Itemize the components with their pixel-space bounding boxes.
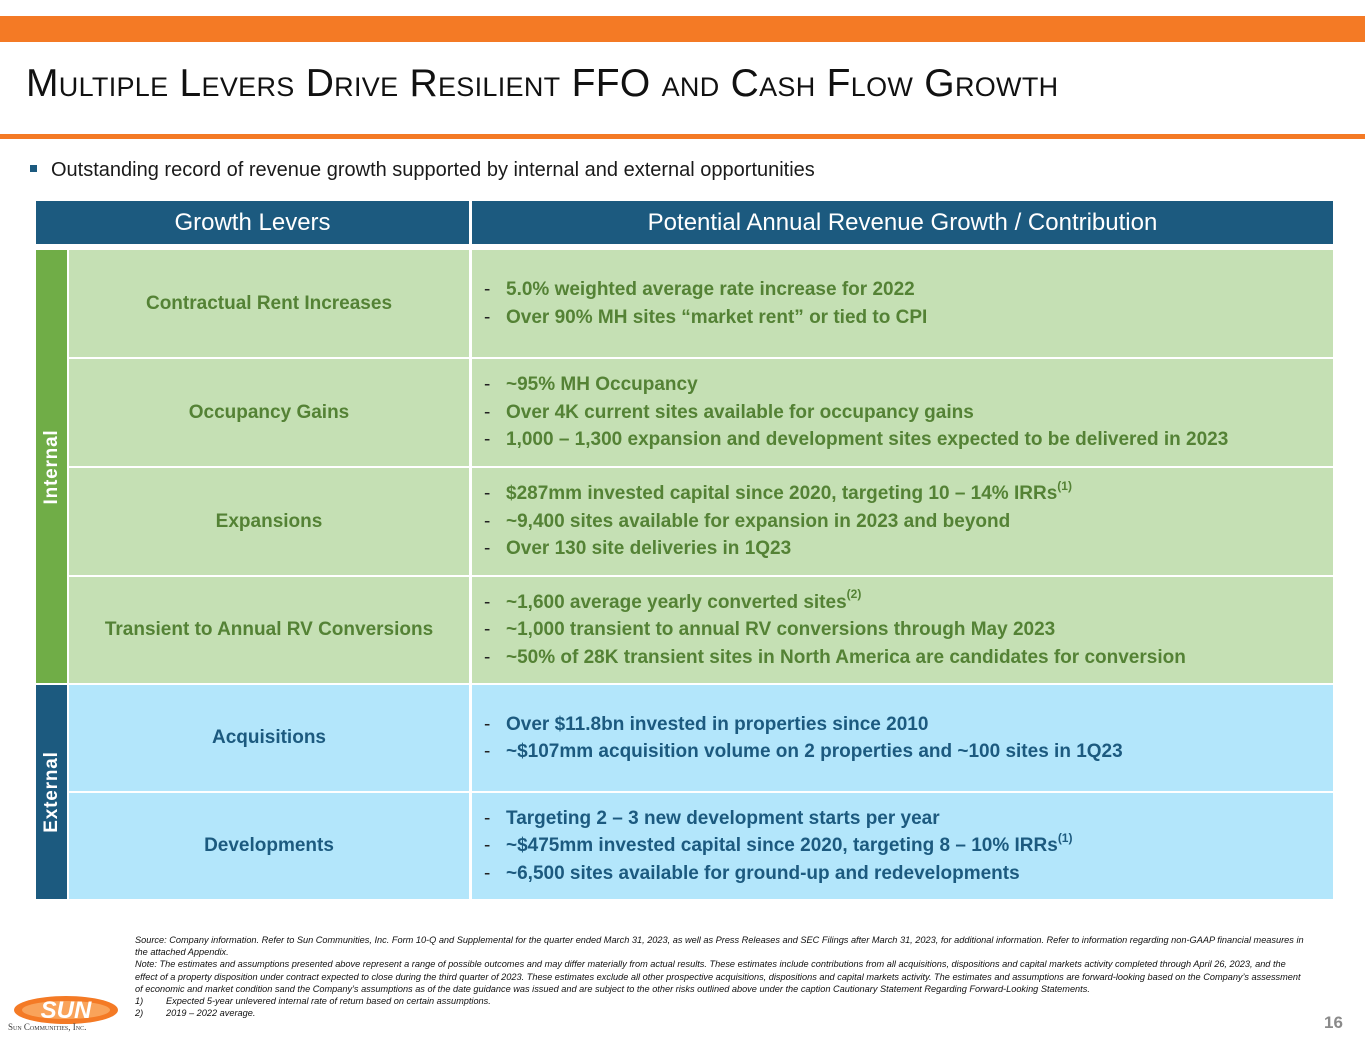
detail-occupancy-gains: - ~95% MH Occupancy - Over 4K current site… xyxy=(472,359,1333,466)
detail-item: - Over 4K current sites available for occ… xyxy=(472,399,1333,427)
dash: - xyxy=(484,835,491,857)
detail-acquisitions: - Over $11.8bn invested in properties sin… xyxy=(472,685,1333,791)
page-title: Multiple Levers Drive Resilient FFO and … xyxy=(26,62,1059,105)
detail-text: ~6,500 sites available for ground-up and… xyxy=(506,862,1020,884)
title-divider xyxy=(0,134,1365,139)
detail-text: 1,000 – 1,300 expansion and development … xyxy=(506,429,1229,451)
detail-text: Over 130 site deliveries in 1Q23 xyxy=(506,538,792,560)
footnote-item: 1) Expected 5-year unlevered internal rat… xyxy=(135,995,1310,1007)
footnote-number: 2) xyxy=(135,1008,144,1019)
detail-item: - ~1,000 transient to annual RV conversio… xyxy=(472,616,1333,644)
dash: - xyxy=(484,713,491,735)
intro-bullet: Outstanding record of revenue growth sup… xyxy=(30,159,815,182)
footnote-number: 1) xyxy=(135,996,144,1007)
group-label-internal-text: Internal xyxy=(40,428,62,505)
detail-text: ~$107mm acquisition volume on 2 properti… xyxy=(506,741,1123,762)
source-note: Source: Company information. Refer to Su… xyxy=(135,935,1304,958)
detail-item: -5.0% weighted average rate increase for… xyxy=(472,276,1333,304)
dash: - xyxy=(484,510,491,532)
page-number: 16 xyxy=(1324,1013,1343,1032)
detail-item: - ~9,400 sites available for expansion in… xyxy=(472,508,1333,536)
square-bullet-icon xyxy=(30,165,37,172)
disclaimer-note: Note: The estimates and assumptions pres… xyxy=(135,959,1301,994)
detail-item: - Targeting 2 – 3 new development starts … xyxy=(472,805,1333,833)
dash: - xyxy=(484,279,491,300)
footnote-text: 2019 – 2022 average. xyxy=(166,1008,256,1019)
detail-developments: - Targeting 2 – 3 new development starts … xyxy=(472,793,1333,899)
detail-expansions: - $287mm invested capital since 2020, tar… xyxy=(472,468,1333,575)
footnote-ref: (2) xyxy=(846,587,862,602)
footnote-ref: (1) xyxy=(1057,478,1072,493)
detail-rv-conversions: - ~1,600 average yearly converted sites(2… xyxy=(472,577,1333,683)
dash: - xyxy=(484,646,491,668)
lever-developments: Developments xyxy=(69,793,469,899)
dash: - xyxy=(484,538,491,560)
logo-wordmark: Sun Communities, Inc. xyxy=(8,1022,87,1032)
dash: - xyxy=(484,862,491,884)
dash: - xyxy=(484,374,491,396)
detail-item: - Over 90% MH sites “market rent” or tied… xyxy=(472,304,1333,332)
group-label-internal: Internal xyxy=(36,250,67,683)
detail-item: - ~50% of 28K transient sites in North Am… xyxy=(472,644,1333,672)
dash: - xyxy=(484,807,491,829)
lever-occupancy-gains: Occupancy Gains xyxy=(69,359,469,466)
detail-text: ~1,000 transient to annual RV conversion… xyxy=(506,619,1056,641)
detail-item: - ~$475mm invested capital since 2020, ta… xyxy=(472,832,1333,860)
dash: - xyxy=(484,306,491,328)
sun-logo-icon: SUN xyxy=(14,996,118,1024)
detail-item: - ~$107mm acquisition volume on 2 propert… xyxy=(472,738,1333,766)
detail-text: ~50% of 28K transient sites in North Ame… xyxy=(506,646,1186,668)
detail-item: - ~1,600 average yearly converted sites(2… xyxy=(472,587,1333,617)
detail-text: ~$475mm invested capital since 2020, tar… xyxy=(506,835,1058,857)
detail-text: 5.0% weighted average rate increase for … xyxy=(506,279,915,300)
detail-item: - $287mm invested capital since 2020, tar… xyxy=(472,480,1333,508)
detail-item: -1,000 – 1,300 expansion and development… xyxy=(472,426,1333,454)
detail-item: - ~6,500 sites available for ground-up an… xyxy=(472,860,1333,888)
top-accent-bar xyxy=(0,16,1365,42)
lever-contractual-rent: Contractual Rent Increases xyxy=(69,250,469,357)
dash: - xyxy=(484,429,491,451)
footnote-item: 2) 2019 – 2022 average. xyxy=(135,1007,1310,1019)
detail-text: ~1,600 average yearly converted sites xyxy=(506,591,847,613)
detail-item: - Over $11.8bn invested in properties sin… xyxy=(472,711,1333,739)
footnote-text: Expected 5-year unlevered internal rate … xyxy=(166,996,491,1007)
detail-item: - Over 130 site deliveries in 1Q23 xyxy=(472,535,1333,563)
dash: - xyxy=(484,741,491,762)
dash: - xyxy=(484,483,491,505)
header-growth-levers: Growth Levers xyxy=(36,201,469,244)
dash: - xyxy=(484,591,491,613)
footnote-ref: (1) xyxy=(1057,830,1073,845)
detail-text: Over 90% MH sites “market rent” or tied … xyxy=(506,306,928,328)
footnotes: Source: Company information. Refer to Su… xyxy=(135,934,1310,1019)
detail-text: Over 4K current sites available for occu… xyxy=(506,401,974,423)
dash: - xyxy=(484,401,491,423)
dash: - xyxy=(484,619,491,641)
lever-rv-conversions: Transient to Annual RV Conversions xyxy=(69,577,469,683)
lever-expansions: Expansions xyxy=(69,468,469,575)
logo-mark: SUN xyxy=(41,997,92,1024)
intro-bullet-text: Outstanding record of revenue growth sup… xyxy=(51,159,815,181)
detail-text: Targeting 2 – 3 new development starts p… xyxy=(506,807,940,829)
group-label-external-text: External xyxy=(40,751,62,833)
detail-text: ~95% MH Occupancy xyxy=(506,374,698,396)
detail-text: ~9,400 sites available for expansion in … xyxy=(506,510,1011,532)
group-label-external: External xyxy=(36,685,67,899)
detail-contractual-rent: -5.0% weighted average rate increase for… xyxy=(472,250,1333,357)
lever-acquisitions: Acquisitions xyxy=(69,685,469,791)
detail-item: - ~95% MH Occupancy xyxy=(472,371,1333,399)
header-revenue-growth: Potential Annual Revenue Growth / Contri… xyxy=(472,201,1333,244)
detail-text: $287mm invested capital since 2020, targ… xyxy=(506,483,1058,505)
detail-text: Over $11.8bn invested in properties sinc… xyxy=(506,713,929,735)
